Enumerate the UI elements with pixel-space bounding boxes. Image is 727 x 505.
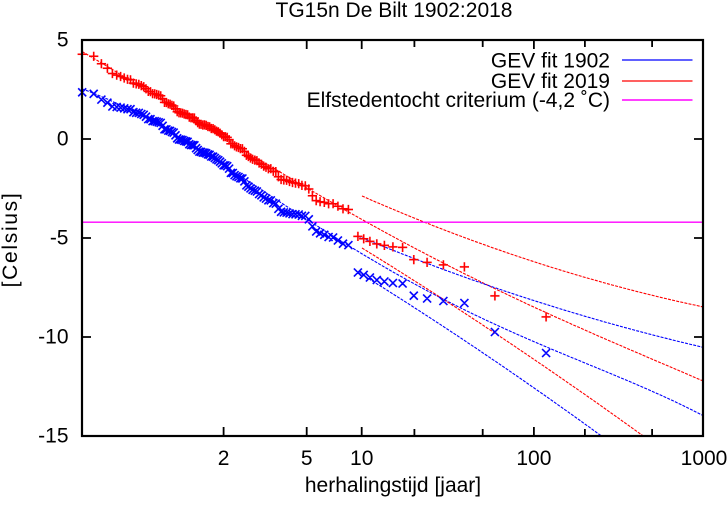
svg-text:[Celsius]: [Celsius] (0, 192, 22, 288)
svg-text:GEV fit 1902: GEV fit 1902 (491, 50, 610, 73)
svg-text:GEV fit 2019: GEV fit 2019 (491, 70, 610, 93)
svg-text:0: 0 (57, 128, 69, 151)
svg-text:1000: 1000 (681, 447, 727, 470)
svg-text:-15: -15 (38, 425, 68, 448)
svg-text:Elfstedentocht criterium (-4,2: Elfstedentocht criterium (-4,2 ˚C) (307, 89, 610, 112)
svg-text:10: 10 (350, 447, 373, 470)
svg-text:herhalingstijd [jaar]: herhalingstijd [jaar] (305, 474, 481, 497)
svg-text:5: 5 (301, 447, 313, 470)
svg-text:-5: -5 (50, 227, 69, 250)
svg-text:5: 5 (57, 29, 69, 52)
svg-text:TG15n De Bilt 1902:2018: TG15n De Bilt 1902:2018 (276, 0, 513, 22)
svg-text:100: 100 (516, 447, 551, 470)
svg-text:2: 2 (218, 447, 230, 470)
svg-text:-10: -10 (38, 326, 68, 349)
